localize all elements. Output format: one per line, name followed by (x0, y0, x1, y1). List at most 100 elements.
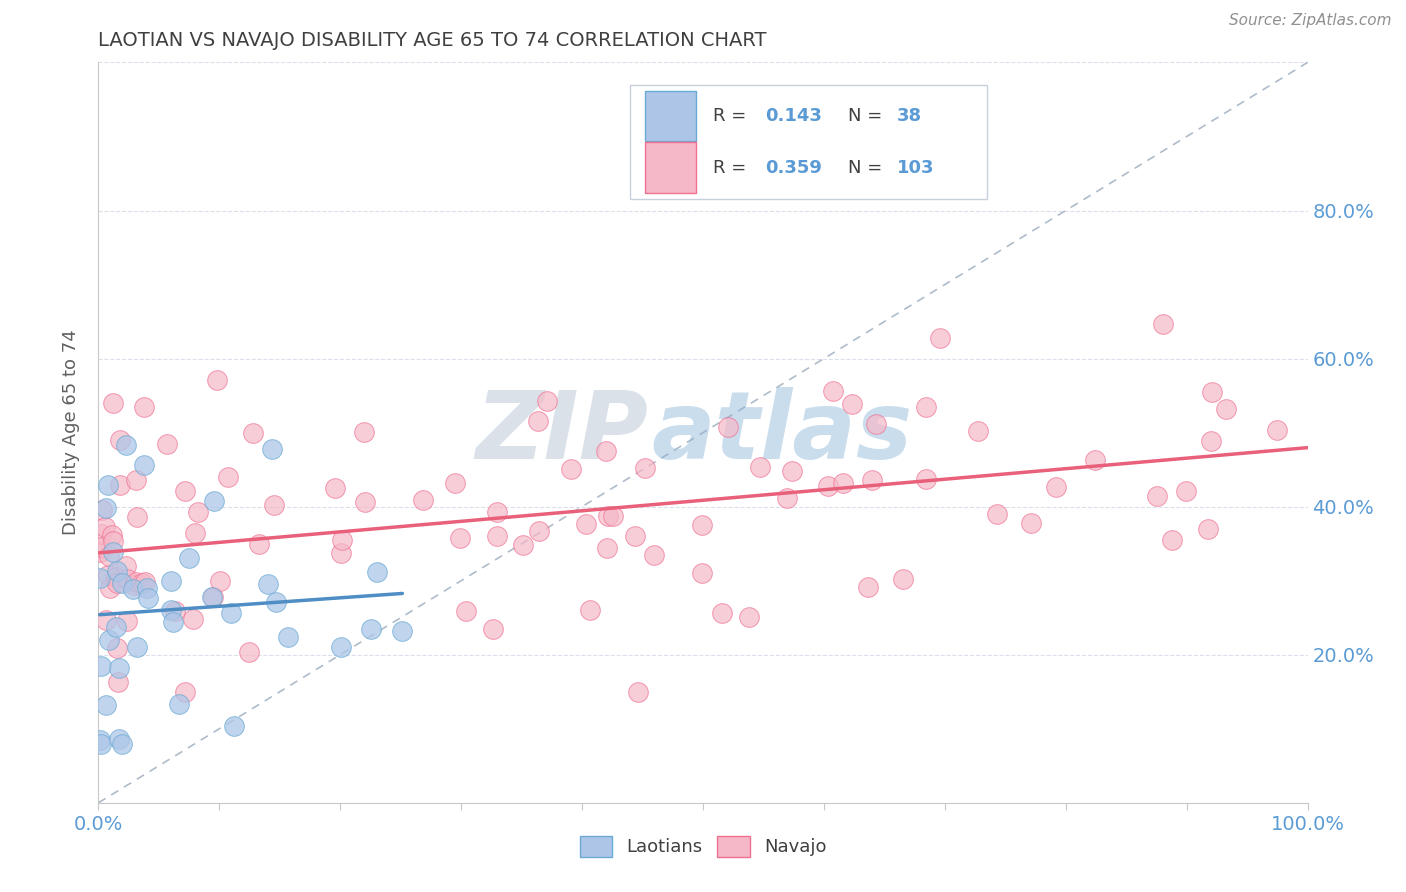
Point (98, 549, 121, 563)
Text: N =: N = (848, 159, 889, 177)
Point (242, 425, 264, 440)
Point (595, 444, 617, 458)
Point (135, 582, 157, 596)
Point (560, 461, 582, 475)
Point (1197, 522, 1219, 536)
Point (412, 493, 434, 508)
Point (1175, 483, 1198, 498)
Point (187, 505, 209, 519)
Point (444, 475, 467, 490)
Point (710, 606, 733, 620)
Point (817, 479, 839, 493)
Point (105, 564, 128, 578)
Point (823, 384, 845, 398)
Point (263, 498, 285, 512)
Point (97, 567, 120, 582)
Point (163, 604, 186, 618)
Point (330, 546, 353, 560)
Point (90, 527, 112, 541)
Point (928, 331, 950, 345)
Point (775, 491, 797, 506)
Legend: Laotians, Navajo: Laotians, Navajo (579, 836, 827, 856)
Point (107, 674, 129, 689)
Point (89, 545, 111, 559)
Point (98, 581, 121, 595)
Point (323, 481, 346, 495)
Point (89, 570, 111, 584)
Point (121, 582, 143, 597)
Point (101, 395, 124, 409)
Point (201, 590, 224, 604)
Point (115, 614, 138, 628)
Point (90, 503, 112, 517)
Point (360, 622, 382, 636)
Point (134, 574, 156, 589)
Text: N =: N = (848, 107, 889, 125)
Point (1146, 489, 1168, 503)
Point (915, 473, 938, 487)
Point (111, 576, 134, 591)
Point (856, 581, 879, 595)
Point (860, 473, 883, 487)
Point (643, 548, 665, 562)
Point (136, 591, 159, 606)
Point (602, 509, 624, 524)
Point (110, 433, 132, 447)
FancyBboxPatch shape (630, 85, 987, 200)
Point (247, 537, 270, 551)
Point (596, 541, 619, 555)
Point (1201, 385, 1223, 400)
Point (90, 737, 112, 751)
Point (831, 476, 853, 491)
Text: atlas: atlas (651, 386, 912, 479)
Point (596, 508, 619, 523)
Point (1152, 317, 1174, 331)
Point (96, 500, 118, 515)
Point (173, 483, 195, 498)
Point (181, 612, 204, 626)
Point (1084, 452, 1107, 467)
Point (122, 578, 145, 592)
Point (108, 661, 131, 675)
Point (105, 576, 128, 591)
Point (90, 659, 112, 673)
Point (512, 538, 534, 552)
Bar (645, 91, 696, 141)
Point (575, 516, 598, 531)
Point (891, 572, 914, 586)
Point (967, 424, 990, 438)
Point (330, 640, 353, 654)
Point (124, 575, 146, 590)
Point (717, 420, 740, 434)
Point (449, 531, 471, 545)
Point (238, 645, 260, 659)
Point (527, 524, 550, 538)
Point (277, 630, 299, 644)
Point (454, 604, 477, 618)
Point (160, 603, 183, 617)
Point (132, 401, 155, 415)
Point (202, 494, 225, 508)
Point (841, 397, 863, 411)
Point (330, 533, 353, 547)
Point (1019, 516, 1042, 530)
Point (986, 507, 1008, 521)
Point (690, 566, 713, 581)
Point (94, 613, 117, 627)
Bar (645, 143, 696, 193)
Point (780, 463, 803, 477)
Point (111, 737, 134, 751)
Point (217, 470, 239, 484)
Y-axis label: Disability Age 65 to 74: Disability Age 65 to 74 (62, 330, 80, 535)
Text: R =: R = (713, 107, 752, 125)
Point (89, 732, 111, 747)
Point (94, 520, 117, 534)
Point (482, 622, 505, 636)
Text: 0.143: 0.143 (765, 107, 821, 125)
Point (914, 401, 936, 415)
Point (578, 603, 600, 617)
Point (94, 698, 117, 712)
Point (260, 442, 283, 457)
Point (1161, 533, 1184, 547)
Point (131, 575, 153, 590)
